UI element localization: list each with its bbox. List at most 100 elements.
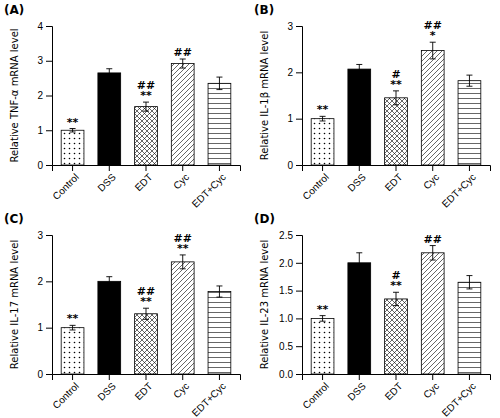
x-tick-mark — [109, 165, 110, 171]
x-tick: DSS — [95, 165, 118, 194]
x-tick-label: DSS — [345, 380, 368, 403]
y-tick-mark — [46, 61, 52, 62]
x-tick: EDT — [383, 165, 405, 193]
y-tick: 2 — [37, 90, 52, 101]
significance-mark: ** — [140, 295, 152, 308]
x-tick: Control — [300, 374, 331, 411]
bar — [135, 107, 158, 165]
bar — [208, 83, 231, 165]
bar — [421, 253, 444, 374]
y-axis-title: Relative TNF-α mRNA level — [9, 28, 20, 162]
y-tick-mark — [296, 263, 302, 264]
marks — [61, 59, 231, 165]
significance-mark: ** — [67, 116, 79, 129]
y-axis-line — [46, 27, 53, 166]
x-tick-label: EDT — [383, 380, 405, 402]
x-tick-label: Control — [50, 171, 81, 202]
marks — [311, 42, 481, 165]
y-tick: 0 — [37, 160, 52, 171]
y-tick-mark — [46, 26, 52, 27]
x-axis: ControlDSSEDTCycEDT+Cyc — [300, 165, 490, 210]
y-tick-mark — [296, 165, 302, 166]
x-tick: Control — [50, 374, 81, 411]
x-tick: Cyc — [421, 165, 441, 191]
y-tick-label: 1.0 — [279, 313, 293, 324]
bar — [171, 64, 194, 165]
y-tick: 1 — [37, 125, 52, 136]
error-bar — [430, 246, 436, 260]
significance-mark: ** — [140, 89, 152, 102]
y-tick: 2.5 — [279, 230, 302, 241]
panel-label: (D) — [254, 212, 275, 226]
x-tick-label: EDT+Cyc — [440, 171, 478, 209]
y-tick-label: 2 — [287, 67, 293, 78]
annotations: **#**## — [317, 233, 442, 316]
x-tick-label: Cyc — [171, 171, 191, 191]
bar — [311, 119, 334, 165]
y-axis-title: Relative IL-1β mRNA level — [259, 31, 270, 160]
y-tick: 0.0 — [279, 369, 302, 380]
x-tick-mark — [469, 165, 470, 171]
panel: 0123ControlDSSEDTCycEDT+Cyc**##**##**Rel… — [4, 212, 241, 418]
y-tick-mark — [46, 374, 52, 375]
y-tick: 3 — [287, 21, 302, 32]
y-tick-label: 4 — [37, 21, 43, 32]
error-bar — [180, 255, 186, 269]
y-tick-label: 0.0 — [279, 369, 293, 380]
x-tick-label: EDT — [133, 171, 155, 193]
bar — [385, 98, 408, 165]
y-tick-label: 0 — [37, 160, 43, 171]
x-tick: Control — [300, 165, 331, 202]
x-tick: Cyc — [171, 374, 191, 400]
annotations: **##**##** — [67, 232, 192, 325]
y-tick: 3 — [37, 230, 52, 241]
x-tick-label: DSS — [95, 171, 118, 194]
significance-mark: ** — [67, 312, 79, 325]
x-axis-line — [303, 375, 491, 381]
y-tick-label: 1 — [37, 125, 43, 136]
error-bar — [466, 75, 472, 86]
significance-mark: * — [430, 29, 436, 42]
x-axis-line — [53, 166, 241, 172]
x-tick: EDT — [133, 165, 155, 193]
x-tick-label: EDT — [133, 380, 155, 402]
y-tick: 0 — [287, 160, 302, 171]
x-axis-line — [53, 375, 241, 381]
x-tick-mark — [219, 165, 220, 171]
error-bar — [393, 292, 399, 305]
y-tick-mark — [296, 374, 302, 375]
y-tick: 2.0 — [279, 258, 302, 269]
y-tick-label: 1 — [37, 322, 43, 333]
bar — [458, 81, 481, 165]
y-tick-label: 2.5 — [279, 230, 293, 241]
error-bar — [430, 42, 436, 59]
x-tick-mark — [322, 165, 323, 171]
y-tick-mark — [296, 26, 302, 27]
x-tick-label: Control — [300, 380, 331, 411]
panel: 01234ControlDSSEDTCycEDT+Cyc**##**##Rela… — [4, 3, 241, 210]
x-tick-mark — [109, 374, 110, 380]
x-tick: Control — [50, 165, 81, 202]
y-tick-mark — [46, 96, 52, 97]
y-tick-label: 2 — [37, 90, 43, 101]
panel: 0.00.51.01.52.02.5ControlDSSEDTCycEDT+Cy… — [254, 212, 491, 418]
y-axis: 0123 — [287, 21, 302, 171]
error-bar — [216, 77, 222, 90]
x-tick-label: Cyc — [171, 380, 191, 400]
y-tick-mark — [46, 281, 52, 282]
x-axis: ControlDSSEDTCycEDT+Cyc — [50, 374, 240, 418]
significance-mark: ## — [174, 46, 192, 59]
y-axis: 0123 — [37, 230, 52, 380]
error-bar — [356, 253, 362, 273]
y-tick-mark — [296, 235, 302, 236]
y-axis: 01234 — [37, 21, 52, 171]
marks — [61, 255, 231, 374]
y-tick-label: 3 — [37, 230, 43, 241]
x-tick-label: Control — [50, 380, 81, 411]
error-bar — [143, 308, 149, 319]
significance-mark: ## — [424, 233, 442, 246]
error-bar — [216, 286, 222, 297]
x-tick-label: EDT+Cyc — [440, 380, 478, 418]
x-tick-mark — [432, 374, 433, 380]
x-tick: EDT — [133, 374, 155, 402]
